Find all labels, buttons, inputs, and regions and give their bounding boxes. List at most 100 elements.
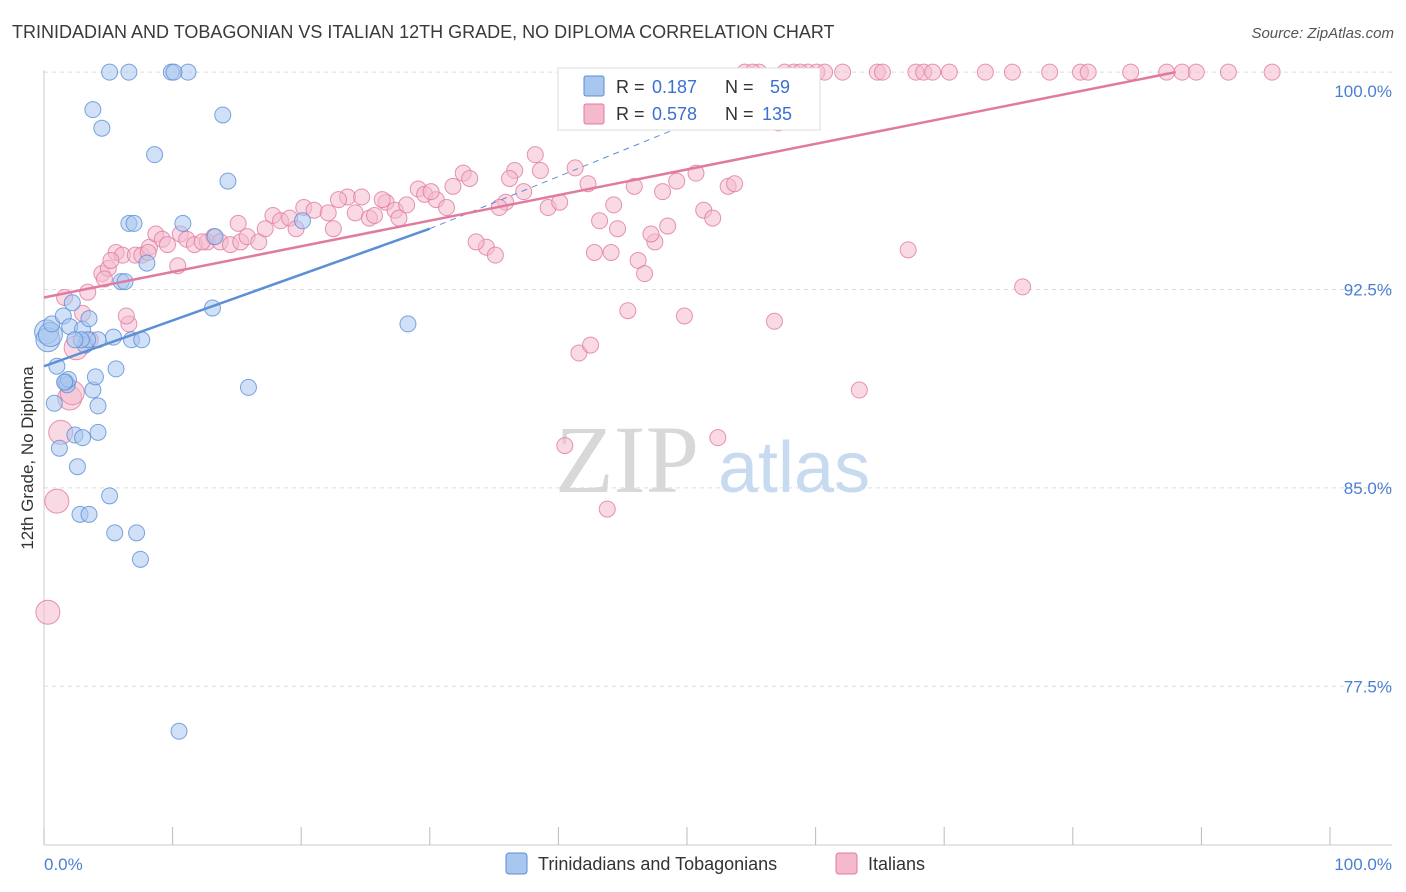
italians-point	[1041, 63, 1059, 81]
y-tick-label: 92.5%	[1344, 281, 1392, 300]
trinidadians-point	[239, 378, 257, 396]
trinidadians-point	[68, 458, 86, 476]
trinidadians-point	[170, 722, 188, 740]
trinidadians-point	[80, 310, 98, 328]
trinidadians-point	[50, 439, 68, 457]
italians-point	[625, 177, 643, 195]
x-tick-label-min: 0.0%	[44, 855, 83, 874]
trinidadians-point	[219, 172, 237, 190]
y-tick-label: 77.5%	[1344, 677, 1392, 696]
italians-point	[602, 244, 620, 262]
italians-point	[444, 177, 462, 195]
trinidadians-point	[56, 373, 74, 391]
stats-n-label-trinidadians: N =	[725, 77, 754, 97]
trinidadians-point	[43, 315, 61, 333]
series-italians-points	[35, 63, 1281, 625]
italians-point	[461, 169, 479, 187]
italians-point	[834, 63, 852, 81]
trinidadians-point	[138, 254, 156, 272]
italians-point	[1079, 63, 1097, 81]
italians-point	[709, 429, 727, 447]
italians-point	[526, 146, 544, 164]
trinidadians-point	[125, 214, 143, 232]
y-tick-label: 85.0%	[1344, 479, 1392, 498]
stats-r-value-trinidadians: 0.187	[652, 77, 697, 97]
italians-point	[329, 191, 347, 209]
trend-line-italians	[43, 70, 1176, 299]
italians-point	[1122, 63, 1140, 81]
bottom-legend: Trinidadians and Tobagonians Italians	[505, 852, 925, 875]
italians-point	[390, 209, 408, 227]
italians-point	[373, 191, 391, 209]
y-axis-tick-labels: 100.0% 92.5% 85.0% 77.5%	[1334, 82, 1392, 696]
italians-point	[398, 196, 416, 214]
italians-point	[229, 214, 247, 232]
italians-point	[486, 246, 504, 264]
italians-point	[158, 236, 176, 254]
trinidadians-point	[214, 106, 232, 124]
trinidadians-point	[63, 294, 81, 312]
legend-swatch-trinidadians	[505, 852, 528, 875]
watermark-zip: ZIP	[555, 406, 699, 513]
trend-line-trinidadians	[43, 227, 431, 368]
italians-point	[531, 162, 549, 180]
watermark: ZIP atlas	[555, 406, 870, 513]
series-trinidadians-points	[34, 63, 417, 740]
italians-point	[585, 244, 603, 262]
italians-point	[438, 199, 456, 217]
trinidadians-point	[101, 63, 119, 81]
stats-n-label-italians: N =	[725, 104, 754, 124]
trinidadians-point	[120, 63, 138, 81]
trinidadians-point	[107, 360, 125, 378]
trinidadians-point	[128, 524, 146, 542]
italians-point	[1263, 63, 1281, 81]
trinidadians-point	[80, 505, 98, 523]
trinidadians-point	[86, 368, 104, 386]
italians-point	[976, 63, 994, 81]
italians-point	[501, 169, 519, 187]
italians-point	[319, 204, 337, 222]
italians-point	[591, 212, 609, 230]
italians-point	[1173, 63, 1191, 81]
trinidadians-point	[165, 63, 183, 81]
italians-point	[570, 344, 588, 362]
chart-title: TRINIDADIAN AND TOBAGONIAN VS ITALIAN 12…	[12, 22, 835, 42]
italians-point	[515, 183, 533, 201]
axes	[43, 70, 1392, 846]
trinidadians-point	[74, 429, 92, 447]
italians-point	[675, 307, 693, 325]
italians-point	[1187, 63, 1205, 81]
trinidadians-point	[206, 228, 224, 246]
italians-point	[1003, 63, 1021, 81]
trinidadians-point	[106, 524, 124, 542]
trinidadians-point	[399, 315, 417, 333]
stats-n-value-italians: 135	[762, 104, 792, 124]
italians-point	[619, 302, 637, 320]
italians-point	[422, 183, 440, 201]
italians-point	[924, 63, 942, 81]
italians-point	[102, 251, 120, 269]
stats-swatch-trinidadians	[583, 75, 605, 97]
stats-r-value-italians: 0.578	[652, 104, 697, 124]
italians-point	[765, 312, 783, 330]
italians-point	[668, 172, 686, 190]
trinidadians-point	[84, 101, 102, 119]
italians-point	[556, 437, 574, 455]
x-axis-ticks	[43, 827, 1331, 845]
italians-point	[636, 265, 654, 283]
italians-point	[726, 175, 744, 193]
italians-point	[605, 196, 623, 214]
italians-point	[1014, 278, 1032, 296]
y-axis-label: 12th Grade, No Diploma	[18, 366, 37, 550]
italians-point	[582, 336, 600, 354]
italians-point	[566, 159, 584, 177]
stats-r-label-italians: R =	[616, 104, 645, 124]
trinidadians-point	[89, 423, 107, 441]
trinidadians-point	[293, 212, 311, 230]
italians-point	[324, 220, 342, 238]
italians-point	[654, 183, 672, 201]
y-tick-label: 100.0%	[1334, 82, 1392, 101]
italians-point	[598, 500, 616, 518]
x-tick-label-max: 100.0%	[1334, 855, 1392, 874]
trinidadians-point	[174, 214, 192, 232]
